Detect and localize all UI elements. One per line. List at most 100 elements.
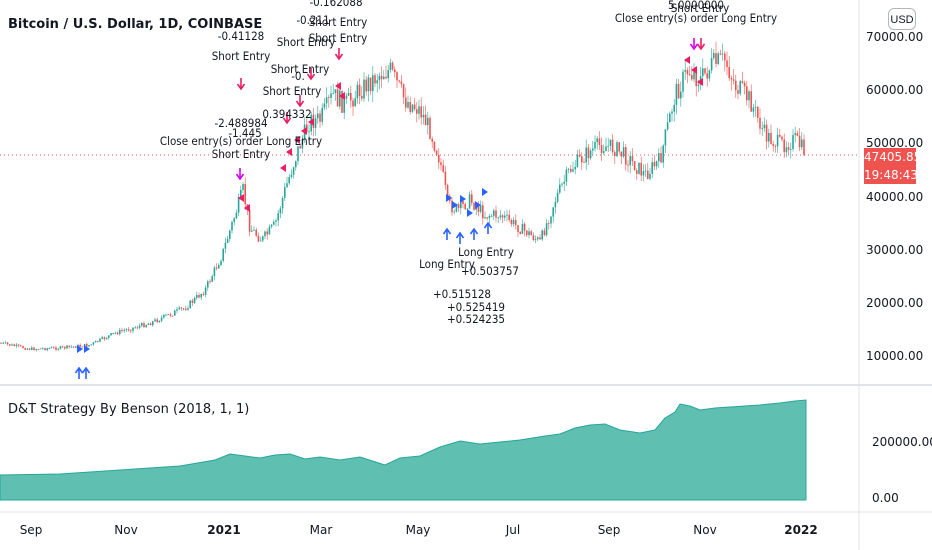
candle-body (559, 184, 561, 193)
candle-body (759, 117, 761, 129)
candle-body (603, 151, 605, 153)
short-signal-arrow (282, 117, 292, 125)
candle-body (704, 68, 706, 74)
candle-body (57, 348, 59, 350)
trade-marker (691, 66, 697, 74)
trade-annotation: -2.488984 (214, 116, 267, 130)
candle-body (409, 102, 411, 112)
symbol-title[interactable]: Bitcoin / U.S. Dollar, 1D, COINBASE (8, 17, 263, 32)
candle-body (339, 90, 341, 107)
candle-body (435, 150, 438, 155)
candle-body (387, 70, 389, 79)
candle-body (363, 79, 365, 99)
candle-body (259, 240, 262, 242)
time-axis-label: Sep (20, 523, 43, 537)
candle-body (116, 332, 119, 335)
candle-body (328, 97, 330, 99)
price-axis-label: 10000.00 (866, 349, 923, 363)
candle-body (147, 323, 150, 325)
candle-body (484, 217, 486, 219)
candle-body (772, 143, 774, 146)
candle-body (554, 201, 557, 208)
indicator-title[interactable]: D&T Strategy By Benson (2018, 1, 1) (8, 402, 250, 417)
candle-body (627, 164, 629, 166)
candle-body (528, 231, 530, 236)
candle-body (17, 344, 20, 346)
candle-body (455, 204, 458, 212)
candle-body (609, 139, 612, 146)
candle-body (589, 150, 592, 159)
candle-body (9, 344, 11, 346)
candle-body (501, 215, 504, 218)
candle-body (297, 146, 299, 162)
trade-marker (697, 78, 703, 86)
candle-body (132, 327, 134, 331)
candle-body (224, 242, 227, 249)
candle-body (372, 75, 374, 92)
candle-body (127, 329, 130, 331)
candle-body (369, 77, 372, 92)
candle-body (167, 314, 169, 316)
trade-annotation: +0.524235 (447, 312, 505, 326)
trade-annotation: -0. (291, 69, 305, 83)
candle-body (486, 217, 488, 219)
candle-body (512, 220, 515, 225)
candle-body (251, 230, 253, 232)
candle-body (169, 314, 172, 316)
candle-body (422, 114, 425, 118)
candle-body (710, 58, 713, 71)
trade-annotation: Short Entry (212, 147, 271, 161)
candle-body (596, 138, 598, 143)
candle-body (664, 129, 667, 146)
candle-body (180, 307, 183, 309)
candle-body (737, 90, 739, 94)
price-axis-label: 30000.00 (866, 243, 923, 257)
candle-body (2, 342, 4, 344)
candle-body (724, 53, 726, 61)
candle-body (625, 147, 627, 165)
candle-body (446, 185, 449, 196)
candle-body (647, 170, 649, 179)
trade-annotation: Short Entry (271, 62, 330, 76)
candle-body (616, 142, 618, 157)
candle-body (543, 230, 546, 236)
price-axis-label: 40000.00 (866, 190, 923, 204)
candle-body (314, 118, 317, 128)
candle-body (253, 229, 255, 231)
candle-body (669, 113, 671, 123)
candle-body (792, 135, 794, 150)
candle-body (548, 223, 550, 225)
candle-body (114, 332, 117, 334)
candle-body (108, 335, 110, 338)
candle-body (110, 333, 112, 336)
currency-button[interactable]: USD (888, 8, 916, 30)
candle-body (684, 70, 686, 72)
candle-body (444, 171, 447, 186)
candle-body (61, 346, 64, 348)
candle-body (561, 183, 563, 185)
candle-body (504, 215, 506, 218)
candle-body (383, 76, 385, 80)
candle-body (717, 53, 719, 65)
candle-body (752, 107, 755, 112)
trade-marker (286, 148, 292, 156)
long-signal-arrow (455, 231, 465, 239)
candle-body (378, 75, 381, 81)
candle-body (152, 321, 154, 326)
candle-body (389, 62, 392, 71)
candle-body (229, 230, 231, 240)
bar-countdown: 19:48:43 (864, 166, 918, 184)
candle-body (299, 146, 301, 149)
candle-body (493, 210, 495, 216)
equity-area (0, 399, 807, 501)
candle-body (521, 223, 524, 234)
candle-body (517, 225, 519, 232)
candle-body (523, 223, 526, 231)
candle-body (70, 346, 73, 348)
candle-body (105, 337, 108, 340)
candle-body (508, 214, 510, 220)
candle-body (581, 156, 583, 163)
candle-body (702, 68, 704, 77)
candle-body (277, 213, 279, 221)
